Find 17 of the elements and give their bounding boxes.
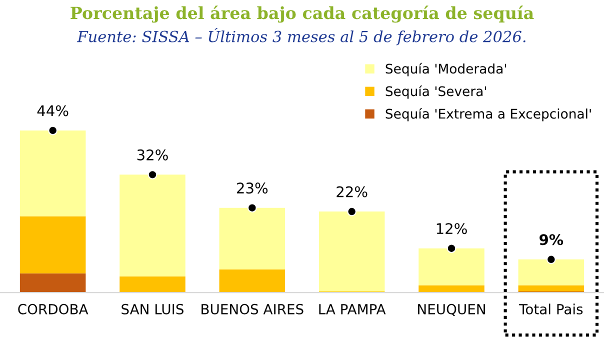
legend-label: Sequía 'Moderada' (386, 62, 506, 76)
x-tick-label: CORDOBA (18, 304, 88, 314)
x-tick-label: Total Pais (519, 304, 583, 314)
x-tick-label: NEUQUEN (418, 304, 485, 316)
data-label: 12% (436, 223, 467, 234)
x-tick-label: LA PAMPA (319, 304, 386, 314)
text: Porcentaje del área bajo cada categoría de sequía (70, 6, 534, 23)
data-label: 44% (37, 105, 68, 116)
data-label: 32% (137, 149, 168, 160)
legend-label: Sequía 'Extrema a Excepcional' (386, 108, 591, 122)
legend-label: Sequía 'Severa' (386, 85, 486, 99)
data-label: 22% (336, 186, 368, 198)
x-tick-label: BUENOS AIRES (202, 304, 304, 314)
text: Fuente: SISSA – Últimos 3 meses al 5 de febrero de 2026. (76, 28, 526, 46)
data-label: 23% (237, 182, 268, 194)
data-label: 9% (540, 234, 564, 246)
x-tick-label: SAN LUIS (122, 304, 184, 314)
